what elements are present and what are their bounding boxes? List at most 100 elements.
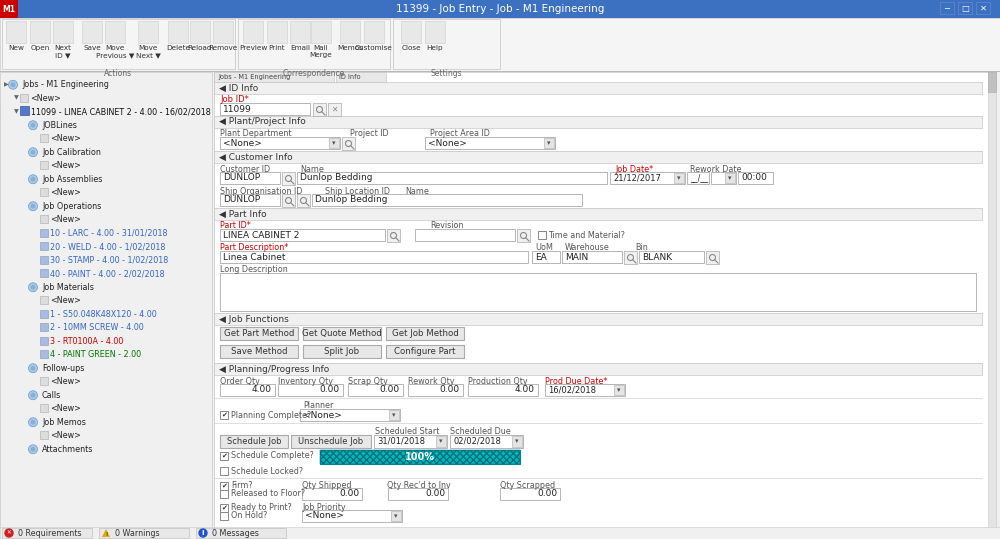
Text: 2 - 10MM SCREW - 4.00: 2 - 10MM SCREW - 4.00: [50, 323, 144, 332]
Text: <New>: <New>: [50, 161, 81, 170]
Text: ▾: ▾: [547, 140, 551, 146]
Bar: [988, 72, 996, 92]
Circle shape: [30, 285, 36, 290]
Bar: [220, 327, 298, 340]
Text: Customise: Customise: [355, 45, 393, 51]
Bar: [291, 435, 371, 448]
Bar: [220, 512, 228, 520]
Bar: [40, 431, 48, 439]
Bar: [40, 404, 48, 412]
Bar: [320, 450, 520, 464]
Bar: [562, 251, 622, 263]
Text: Schedule Locked?: Schedule Locked?: [231, 466, 303, 475]
Bar: [0, 0, 18, 18]
Bar: [342, 137, 355, 150]
Text: ▾: ▾: [394, 513, 398, 519]
Bar: [99, 528, 189, 538]
Circle shape: [28, 391, 38, 400]
Text: Memos: Memos: [337, 45, 363, 51]
Text: Next ▼: Next ▼: [136, 52, 160, 58]
Bar: [20, 106, 29, 115]
Bar: [168, 21, 188, 43]
Text: Ship Location ID: Ship Location ID: [325, 186, 390, 196]
Text: ▼: ▼: [14, 109, 19, 114]
Text: <None>: <None>: [303, 411, 342, 419]
Text: Qty Rec'd to Inv: Qty Rec'd to Inv: [387, 480, 451, 489]
Text: ◀ ID Info: ◀ ID Info: [219, 84, 258, 93]
Text: 11099 - LINEA CABINET 2 - 4.00 - 16/02/2018: 11099 - LINEA CABINET 2 - 4.00 - 16/02/2…: [31, 107, 211, 116]
Text: !: !: [105, 532, 107, 537]
Text: Print: Print: [269, 45, 285, 51]
Text: Open: Open: [30, 45, 50, 51]
Circle shape: [30, 366, 36, 371]
Text: Dunlop Bedding: Dunlop Bedding: [300, 174, 372, 183]
Text: BLANK: BLANK: [642, 252, 672, 261]
Bar: [538, 231, 546, 239]
Text: ✔: ✔: [221, 412, 227, 418]
Bar: [500, 488, 560, 500]
Text: Part Description*: Part Description*: [220, 244, 288, 252]
Text: Bin: Bin: [635, 244, 648, 252]
Text: 0.00: 0.00: [320, 385, 340, 395]
Bar: [196, 528, 286, 538]
Text: Job Operations: Job Operations: [42, 202, 101, 211]
Bar: [389, 410, 399, 420]
Bar: [711, 172, 736, 184]
Text: Scheduled Start: Scheduled Start: [375, 427, 439, 437]
Text: Job Assemblies: Job Assemblies: [42, 175, 102, 184]
Bar: [40, 336, 48, 344]
Text: Get Job Method: Get Job Method: [392, 329, 458, 338]
Text: Save: Save: [83, 45, 101, 51]
Text: Order Qty: Order Qty: [220, 377, 260, 385]
Circle shape: [10, 82, 16, 87]
Text: Job ID*: Job ID*: [220, 95, 249, 105]
Text: On Hold?: On Hold?: [231, 512, 267, 521]
Text: Time and Material?: Time and Material?: [548, 231, 625, 239]
Text: Job Priority: Job Priority: [302, 502, 346, 512]
Bar: [267, 21, 287, 43]
Text: Part ID*: Part ID*: [220, 222, 251, 231]
Text: Customer ID: Customer ID: [220, 164, 270, 174]
Bar: [220, 452, 228, 460]
Bar: [340, 21, 360, 43]
Text: Attachments: Attachments: [42, 445, 93, 454]
Bar: [336, 72, 386, 82]
Circle shape: [28, 148, 38, 157]
Text: <New>: <New>: [50, 215, 81, 224]
Text: 0 Messages: 0 Messages: [212, 529, 259, 537]
Bar: [220, 411, 228, 419]
Text: 0 Warnings: 0 Warnings: [115, 529, 160, 537]
Text: Move: Move: [105, 45, 125, 51]
Bar: [0, 71, 1000, 72]
Bar: [425, 21, 445, 43]
Bar: [425, 137, 555, 149]
Text: 20 - WELD - 4.00 - 1/02/2018: 20 - WELD - 4.00 - 1/02/2018: [50, 242, 165, 251]
Text: Jobs - M1 Engineering: Jobs - M1 Engineering: [218, 74, 290, 80]
Bar: [415, 229, 515, 241]
Text: <None>: <None>: [223, 139, 262, 148]
Text: Get Part Method: Get Part Method: [224, 329, 294, 338]
Bar: [105, 21, 125, 43]
Text: <New>: <New>: [50, 134, 81, 143]
Circle shape: [30, 177, 36, 182]
Text: Ship Organisation ID: Ship Organisation ID: [220, 186, 302, 196]
Circle shape: [28, 445, 38, 454]
Bar: [40, 269, 48, 277]
Text: Ready to Print?: Ready to Print?: [231, 503, 292, 513]
Bar: [393, 19, 500, 69]
Text: ✕: ✕: [331, 105, 338, 114]
Text: Mail: Mail: [314, 45, 328, 51]
Text: Dunlop Bedding: Dunlop Bedding: [315, 196, 388, 204]
Text: Help: Help: [427, 45, 443, 51]
Bar: [738, 172, 773, 184]
Text: Remove: Remove: [208, 45, 238, 51]
Text: 00:00: 00:00: [741, 174, 767, 183]
Text: i: i: [202, 530, 204, 536]
Text: ▾: ▾: [728, 175, 732, 181]
Bar: [220, 103, 310, 115]
Bar: [214, 363, 982, 375]
Bar: [220, 482, 228, 490]
Bar: [30, 21, 50, 43]
Bar: [138, 21, 158, 43]
Text: Rework Qty: Rework Qty: [408, 377, 454, 385]
